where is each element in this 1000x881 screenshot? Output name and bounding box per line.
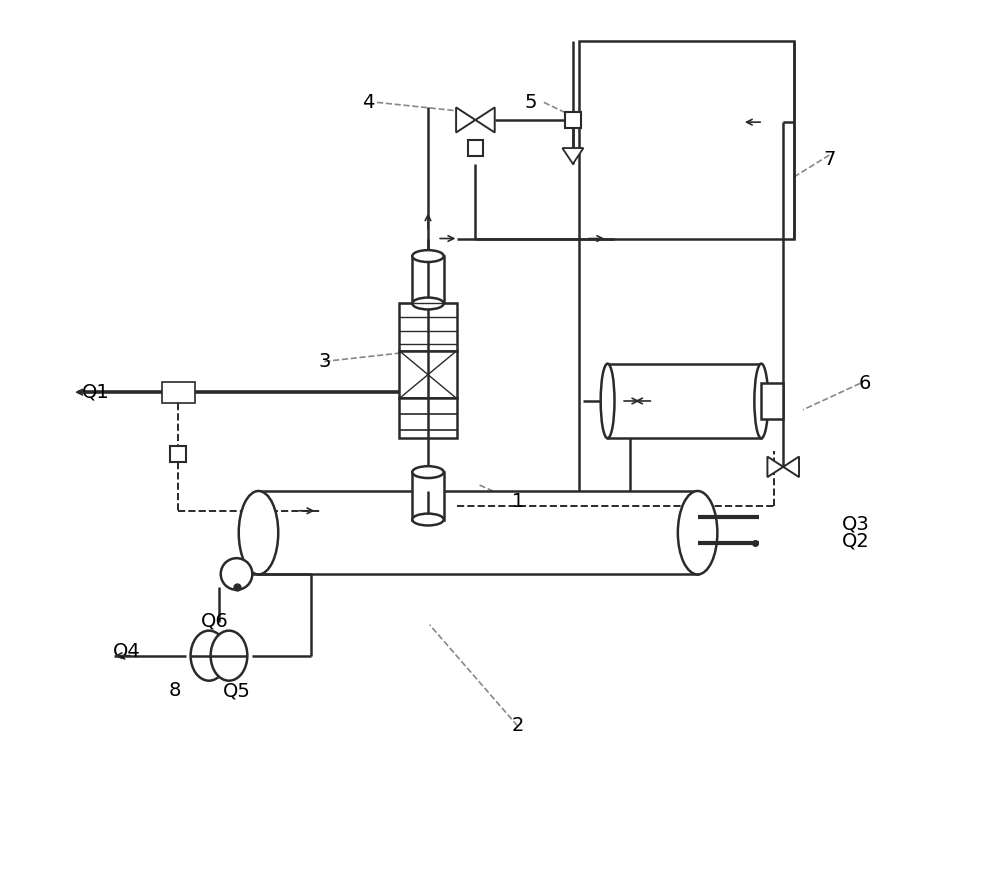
Polygon shape	[767, 456, 783, 478]
Circle shape	[221, 559, 252, 589]
Text: Q3: Q3	[842, 515, 870, 533]
Bar	[258, 491, 698, 574]
Text: 1: 1	[511, 492, 524, 512]
Polygon shape	[783, 456, 799, 478]
Ellipse shape	[754, 364, 768, 439]
Bar	[579, 41, 794, 239]
Ellipse shape	[211, 631, 247, 681]
Ellipse shape	[412, 250, 444, 262]
Bar	[412, 472, 444, 520]
Bar	[468, 140, 483, 156]
Text: 4: 4	[362, 93, 374, 112]
Bar	[412, 256, 444, 303]
Text: Q4: Q4	[113, 641, 141, 661]
Text: 8: 8	[169, 681, 181, 700]
Text: 3: 3	[318, 352, 331, 371]
Bar	[399, 398, 457, 438]
Bar	[170, 446, 186, 462]
Bar	[565, 112, 581, 128]
Ellipse shape	[239, 491, 278, 574]
Ellipse shape	[601, 364, 614, 439]
Polygon shape	[562, 148, 583, 164]
Bar	[761, 383, 783, 418]
Ellipse shape	[412, 298, 444, 309]
Text: 6: 6	[858, 374, 871, 393]
Ellipse shape	[412, 466, 444, 478]
Text: 7: 7	[823, 150, 836, 169]
Polygon shape	[456, 107, 475, 132]
Ellipse shape	[412, 514, 444, 525]
Bar	[399, 351, 457, 398]
Text: 2: 2	[511, 716, 524, 736]
Bar	[608, 364, 761, 439]
Text: 5: 5	[524, 93, 537, 112]
Bar	[399, 303, 457, 351]
Text: Q2: Q2	[842, 532, 870, 551]
Ellipse shape	[678, 491, 717, 574]
Ellipse shape	[191, 631, 227, 681]
Text: Q1: Q1	[82, 382, 110, 402]
Text: Q5: Q5	[223, 681, 250, 700]
Text: Q6: Q6	[201, 611, 228, 630]
Bar	[162, 381, 195, 403]
Polygon shape	[475, 107, 495, 132]
